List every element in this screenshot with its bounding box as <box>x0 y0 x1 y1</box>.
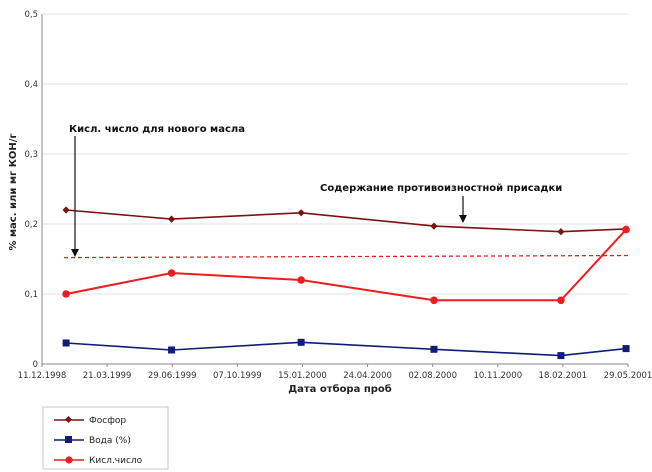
legend-marker-acid-number <box>65 456 73 464</box>
legend-item-acid-number: Кисл.число <box>54 456 143 466</box>
annotation-antiwear-additive: Содержание противоизностной присадки <box>320 183 562 194</box>
data-point-water <box>622 345 630 353</box>
reference-line <box>63 254 629 259</box>
legend-label-acid-number: Кисл.число <box>89 456 143 466</box>
data-point-acid-number <box>62 290 70 298</box>
series-group <box>62 206 630 360</box>
x-tick-label: 07.10.1999 <box>213 371 262 381</box>
data-point-phosphorus <box>297 209 305 217</box>
data-point-acid-number <box>557 296 565 305</box>
data-point-water <box>62 339 70 347</box>
x-axis-title: Дата отбора проб <box>288 383 392 395</box>
y-tick-label: 0,1 <box>24 290 38 300</box>
legend-marker-phosphorus <box>64 415 73 424</box>
y-tick-labels: 0 0,1 0,2 0,3 0,4 0,5 <box>24 10 38 370</box>
legend-item-water: Вода (%) <box>54 436 131 446</box>
legend-box <box>42 406 169 470</box>
x-tick-label: 29.05.2001 <box>604 371 652 381</box>
axes <box>41 14 629 367</box>
x-tick-label: 02.08.2000 <box>408 371 457 381</box>
data-point-acid-number <box>167 269 176 277</box>
data-point-acid-number <box>430 296 438 305</box>
data-point-acid-number <box>297 276 305 284</box>
x-tick-label: 10.11.2000 <box>473 371 522 381</box>
y-tick-label: 0,4 <box>24 80 38 90</box>
reference-line-group <box>63 254 629 259</box>
data-point-water <box>168 346 176 354</box>
y-tick-label: 0,3 <box>24 150 38 160</box>
data-point-acid-number <box>622 225 630 234</box>
data-point-phosphorus <box>62 206 70 214</box>
x-tick-label: 15.01.2000 <box>278 371 327 381</box>
legend-item-phosphorus: Фосфор <box>54 415 126 426</box>
legend-label-phosphorus: Фосфор <box>89 416 126 426</box>
x-tick-label: 24.04.2000 <box>343 371 392 381</box>
series-phosphorus <box>62 206 630 236</box>
legend: Фосфор Вода (%) Кисл.число <box>42 406 169 470</box>
data-point-water <box>430 345 438 353</box>
data-point-phosphorus <box>430 222 438 230</box>
y-tick-label: 0,5 <box>24 10 38 20</box>
y-tick-label: 0 <box>33 360 38 370</box>
x-tick-labels: 11.12.1998 21.03.1999 29.06.1999 07.10.1999… <box>18 371 652 381</box>
y-tick-label: 0,2 <box>24 220 38 230</box>
annotations: Кисл. число для нового масла Содержание … <box>69 124 562 257</box>
series-acid-number <box>62 225 630 305</box>
series-line-water <box>66 341 627 357</box>
gridlines <box>42 13 628 295</box>
legend-label-water: Вода (%) <box>89 436 131 446</box>
data-point-phosphorus <box>557 228 565 236</box>
annotation-new-oil-acid-number: Кисл. число для нового масла <box>69 124 245 135</box>
data-point-water <box>557 352 565 360</box>
legend-marker-water <box>65 436 72 443</box>
series-line-acid-number <box>65 228 627 302</box>
annotation-arrowhead-new-oil <box>71 249 79 257</box>
x-tick-label: 18.02.2001 <box>539 371 588 381</box>
y-axis-title: % мас. или мг КОН/г <box>8 133 19 250</box>
series-water <box>62 338 630 360</box>
x-tick-label: 29.06.1999 <box>148 371 197 381</box>
data-point-water <box>297 338 305 346</box>
data-point-phosphorus <box>167 215 176 223</box>
annotation-arrowhead-additive <box>459 215 467 223</box>
x-tick-label: 11.12.1998 <box>18 371 67 381</box>
series-line-phosphorus <box>66 209 627 233</box>
x-tick-label: 21.03.1999 <box>83 371 132 381</box>
